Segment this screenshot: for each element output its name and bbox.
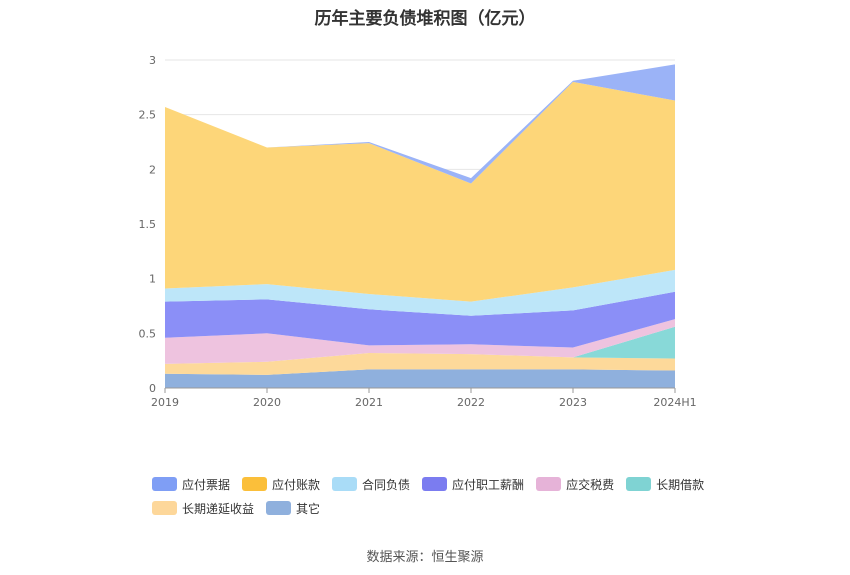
y-tick-label: 3	[149, 54, 156, 67]
legend-item[interactable]: 应付职工薪酬	[422, 472, 524, 496]
x-tick-label: 2022	[457, 396, 485, 409]
legend-swatch	[152, 477, 177, 491]
legend-label: 应付账款	[272, 477, 321, 492]
y-tick-label: 1	[149, 273, 156, 286]
legend-swatch	[536, 477, 562, 491]
legend-label: 长期借款	[656, 477, 705, 492]
chart-title: 历年主要负债堆积图（亿元）	[314, 9, 536, 29]
area-series-0	[165, 369, 675, 388]
legend-swatch	[152, 501, 177, 515]
legend-label: 其它	[296, 501, 321, 516]
legend-item[interactable]: 长期借款	[626, 472, 704, 496]
legend-label: 长期递延收益	[182, 501, 255, 516]
legend-swatch	[422, 477, 448, 491]
legend-item[interactable]: 应交税费	[536, 472, 614, 496]
legend-label: 应付票据	[182, 477, 231, 492]
x-tick-label: 2019	[151, 396, 179, 409]
source-note: 数据来源：恒生聚源	[366, 550, 484, 565]
x-tick-label: 2024H1	[653, 396, 696, 409]
area-series-7	[165, 64, 675, 184]
legend-item[interactable]: 合同负债	[332, 472, 410, 496]
area-series-6	[165, 81, 675, 302]
axis-layer: 0 0.5 1 1.5 2 2.5 3 2019 2020 2021 2022 2023 2024H1	[139, 54, 697, 409]
y-tick-label: 0.5	[139, 327, 157, 340]
legend-item[interactable]: 长期递延收益	[152, 496, 254, 520]
legend-swatch	[266, 501, 292, 515]
x-tick-label: 2020	[253, 396, 281, 409]
area-series-5	[165, 269, 675, 316]
legend-item[interactable]: 应付账款	[242, 472, 320, 496]
legend: 应付票据 应付账款 合同负债 应付职工薪酬 应交税费 长期借款长期递延收益 其它	[152, 472, 752, 520]
area-series-4	[165, 291, 675, 348]
legend-swatch	[242, 477, 268, 491]
legend-label: 合同负债	[362, 477, 411, 492]
x-tick-label: 2023	[559, 396, 587, 409]
area-series-1	[165, 353, 675, 375]
x-tick-label: 2021	[355, 396, 383, 409]
y-tick-label: 2.5	[139, 109, 157, 122]
y-tick-label: 1.5	[139, 218, 157, 231]
area-layer	[165, 64, 675, 388]
legend-swatch	[332, 477, 358, 491]
y-tick-label: 0	[149, 382, 156, 395]
legend-label: 应付职工薪酬	[452, 477, 525, 492]
legend-item[interactable]: 应付票据	[152, 472, 230, 496]
legend-swatch	[626, 477, 652, 491]
legend-item[interactable]: 其它	[266, 496, 320, 520]
legend-label: 应交税费	[566, 477, 615, 492]
area-series-3	[165, 319, 675, 364]
y-tick-label: 2	[149, 163, 156, 176]
